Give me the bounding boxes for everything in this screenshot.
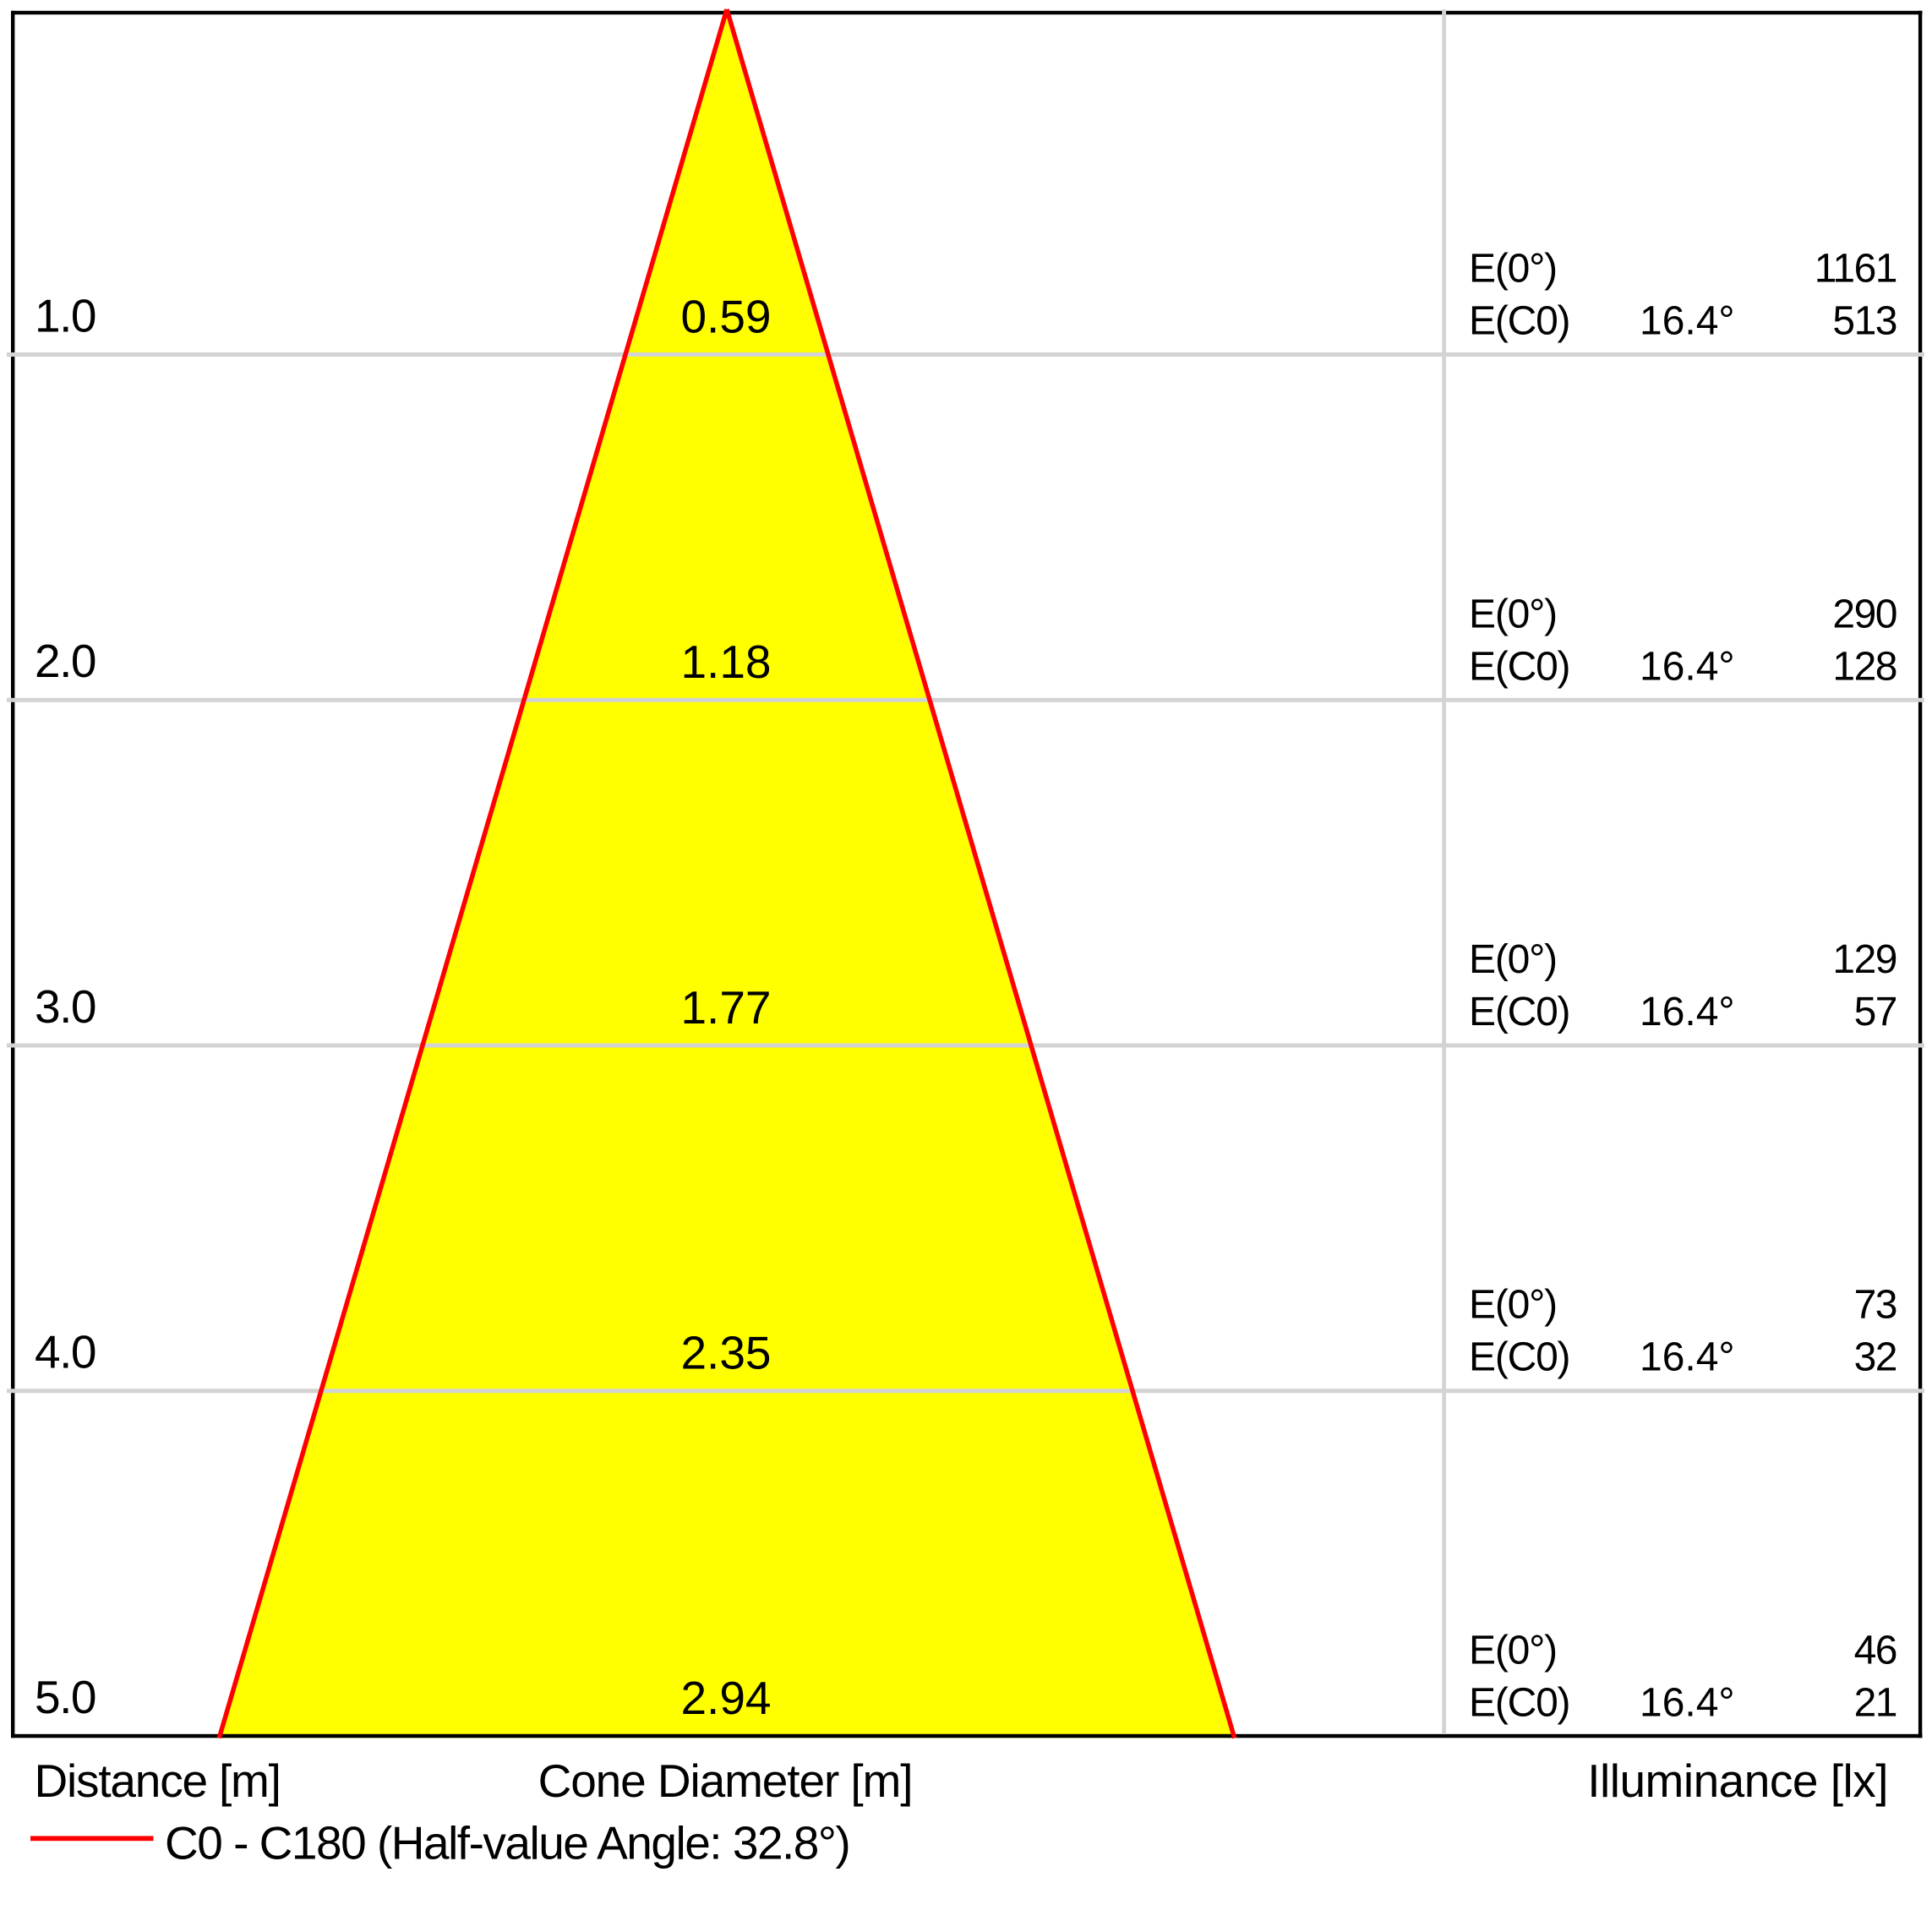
svg-text:1161: 1161 <box>1815 247 1897 292</box>
svg-text:E(C0): E(C0) <box>1469 644 1569 689</box>
svg-text:2.0: 2.0 <box>35 635 96 687</box>
svg-text:290: 290 <box>1832 592 1897 636</box>
svg-text:513: 513 <box>1832 299 1897 344</box>
svg-text:16.4°: 16.4° <box>1640 1335 1735 1380</box>
svg-text:E(0°): E(0°) <box>1469 247 1557 292</box>
svg-text:E(0°): E(0°) <box>1469 1628 1557 1673</box>
svg-text:2.94: 2.94 <box>680 1672 771 1724</box>
svg-text:E(C0): E(C0) <box>1469 299 1569 344</box>
svg-text:E(C0): E(C0) <box>1469 990 1569 1034</box>
svg-text:5.0: 5.0 <box>35 1671 96 1723</box>
svg-text:128: 128 <box>1832 644 1897 689</box>
svg-text:21: 21 <box>1854 1680 1897 1725</box>
svg-text:1.18: 1.18 <box>680 636 771 688</box>
svg-text:1.77: 1.77 <box>680 981 771 1034</box>
svg-text:E(0°): E(0°) <box>1469 592 1557 636</box>
svg-text:Distance [m]: Distance [m] <box>35 1755 281 1807</box>
svg-text:16.4°: 16.4° <box>1640 990 1735 1034</box>
svg-text:46: 46 <box>1854 1628 1897 1673</box>
svg-text:16.4°: 16.4° <box>1640 1680 1735 1725</box>
svg-text:Cone Diameter [m]: Cone Diameter [m] <box>538 1755 913 1807</box>
svg-text:3.0: 3.0 <box>35 980 96 1033</box>
svg-text:E(C0): E(C0) <box>1469 1680 1569 1725</box>
svg-text:16.4°: 16.4° <box>1640 644 1735 689</box>
svg-text:57: 57 <box>1854 990 1897 1034</box>
svg-text:E(0°): E(0°) <box>1469 937 1557 982</box>
svg-text:32: 32 <box>1854 1335 1897 1380</box>
svg-text:C0 - C180 (Half-value Angle: 3: C0 - C180 (Half-value Angle: 32.8°) <box>165 1817 849 1869</box>
svg-text:2.35: 2.35 <box>680 1327 771 1379</box>
svg-text:0.59: 0.59 <box>680 291 771 343</box>
svg-text:4.0: 4.0 <box>35 1326 96 1378</box>
svg-text:16.4°: 16.4° <box>1640 299 1735 344</box>
svg-text:1.0: 1.0 <box>35 290 96 342</box>
svg-text:Illuminance [lx]: Illuminance [lx] <box>1587 1755 1888 1807</box>
svg-text:E(0°): E(0°) <box>1469 1283 1557 1328</box>
svg-text:73: 73 <box>1854 1283 1897 1328</box>
svg-text:E(C0): E(C0) <box>1469 1335 1569 1380</box>
svg-text:129: 129 <box>1832 937 1897 982</box>
